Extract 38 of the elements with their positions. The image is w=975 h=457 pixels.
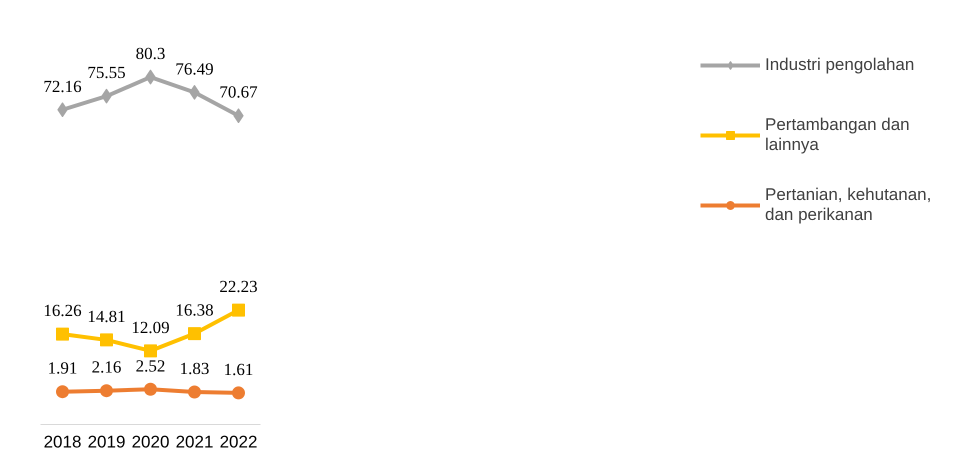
data-label: 70.67 <box>219 82 258 102</box>
data-label: 1.61 <box>224 360 254 379</box>
point <box>100 333 113 346</box>
point <box>100 384 113 398</box>
point <box>232 304 245 317</box>
x-tick-label: 2021 <box>176 432 214 452</box>
point <box>57 102 68 118</box>
point <box>56 328 69 341</box>
data-label: 80.3 <box>136 44 166 64</box>
point <box>56 385 69 398</box>
data-label: 16.38 <box>175 300 214 320</box>
point <box>144 382 157 396</box>
point <box>189 84 200 100</box>
point <box>188 386 201 399</box>
data-label: 2.52 <box>136 356 166 376</box>
legend-label: Industri pengolahan <box>765 54 916 76</box>
data-label: 22.23 <box>219 277 258 296</box>
data-label: 2.16 <box>92 358 122 377</box>
legend-label: Pertanian, kehutanan, dan perikanan <box>765 185 932 225</box>
legend-label: Pertambangan dan lainnya <box>765 115 911 155</box>
data-label: 16.26 <box>43 301 82 320</box>
point <box>101 88 112 104</box>
x-tick-label: 2020 <box>132 432 170 452</box>
x-tick-label: 2019 <box>88 432 126 452</box>
point <box>233 108 244 124</box>
data-label: 75.55 <box>87 63 126 82</box>
data-label: 1.91 <box>48 358 78 378</box>
data-label: 1.83 <box>180 359 210 378</box>
point <box>188 327 201 340</box>
data-label: 76.49 <box>175 59 214 78</box>
point <box>144 344 157 358</box>
data-label: 72.16 <box>43 76 82 96</box>
data-label: 12.09 <box>131 318 170 337</box>
x-tick-label: 2022 <box>220 432 258 452</box>
point <box>232 386 245 400</box>
data-label: 14.81 <box>87 306 126 326</box>
x-tick-label: 2018 <box>44 432 82 452</box>
point <box>145 70 156 85</box>
